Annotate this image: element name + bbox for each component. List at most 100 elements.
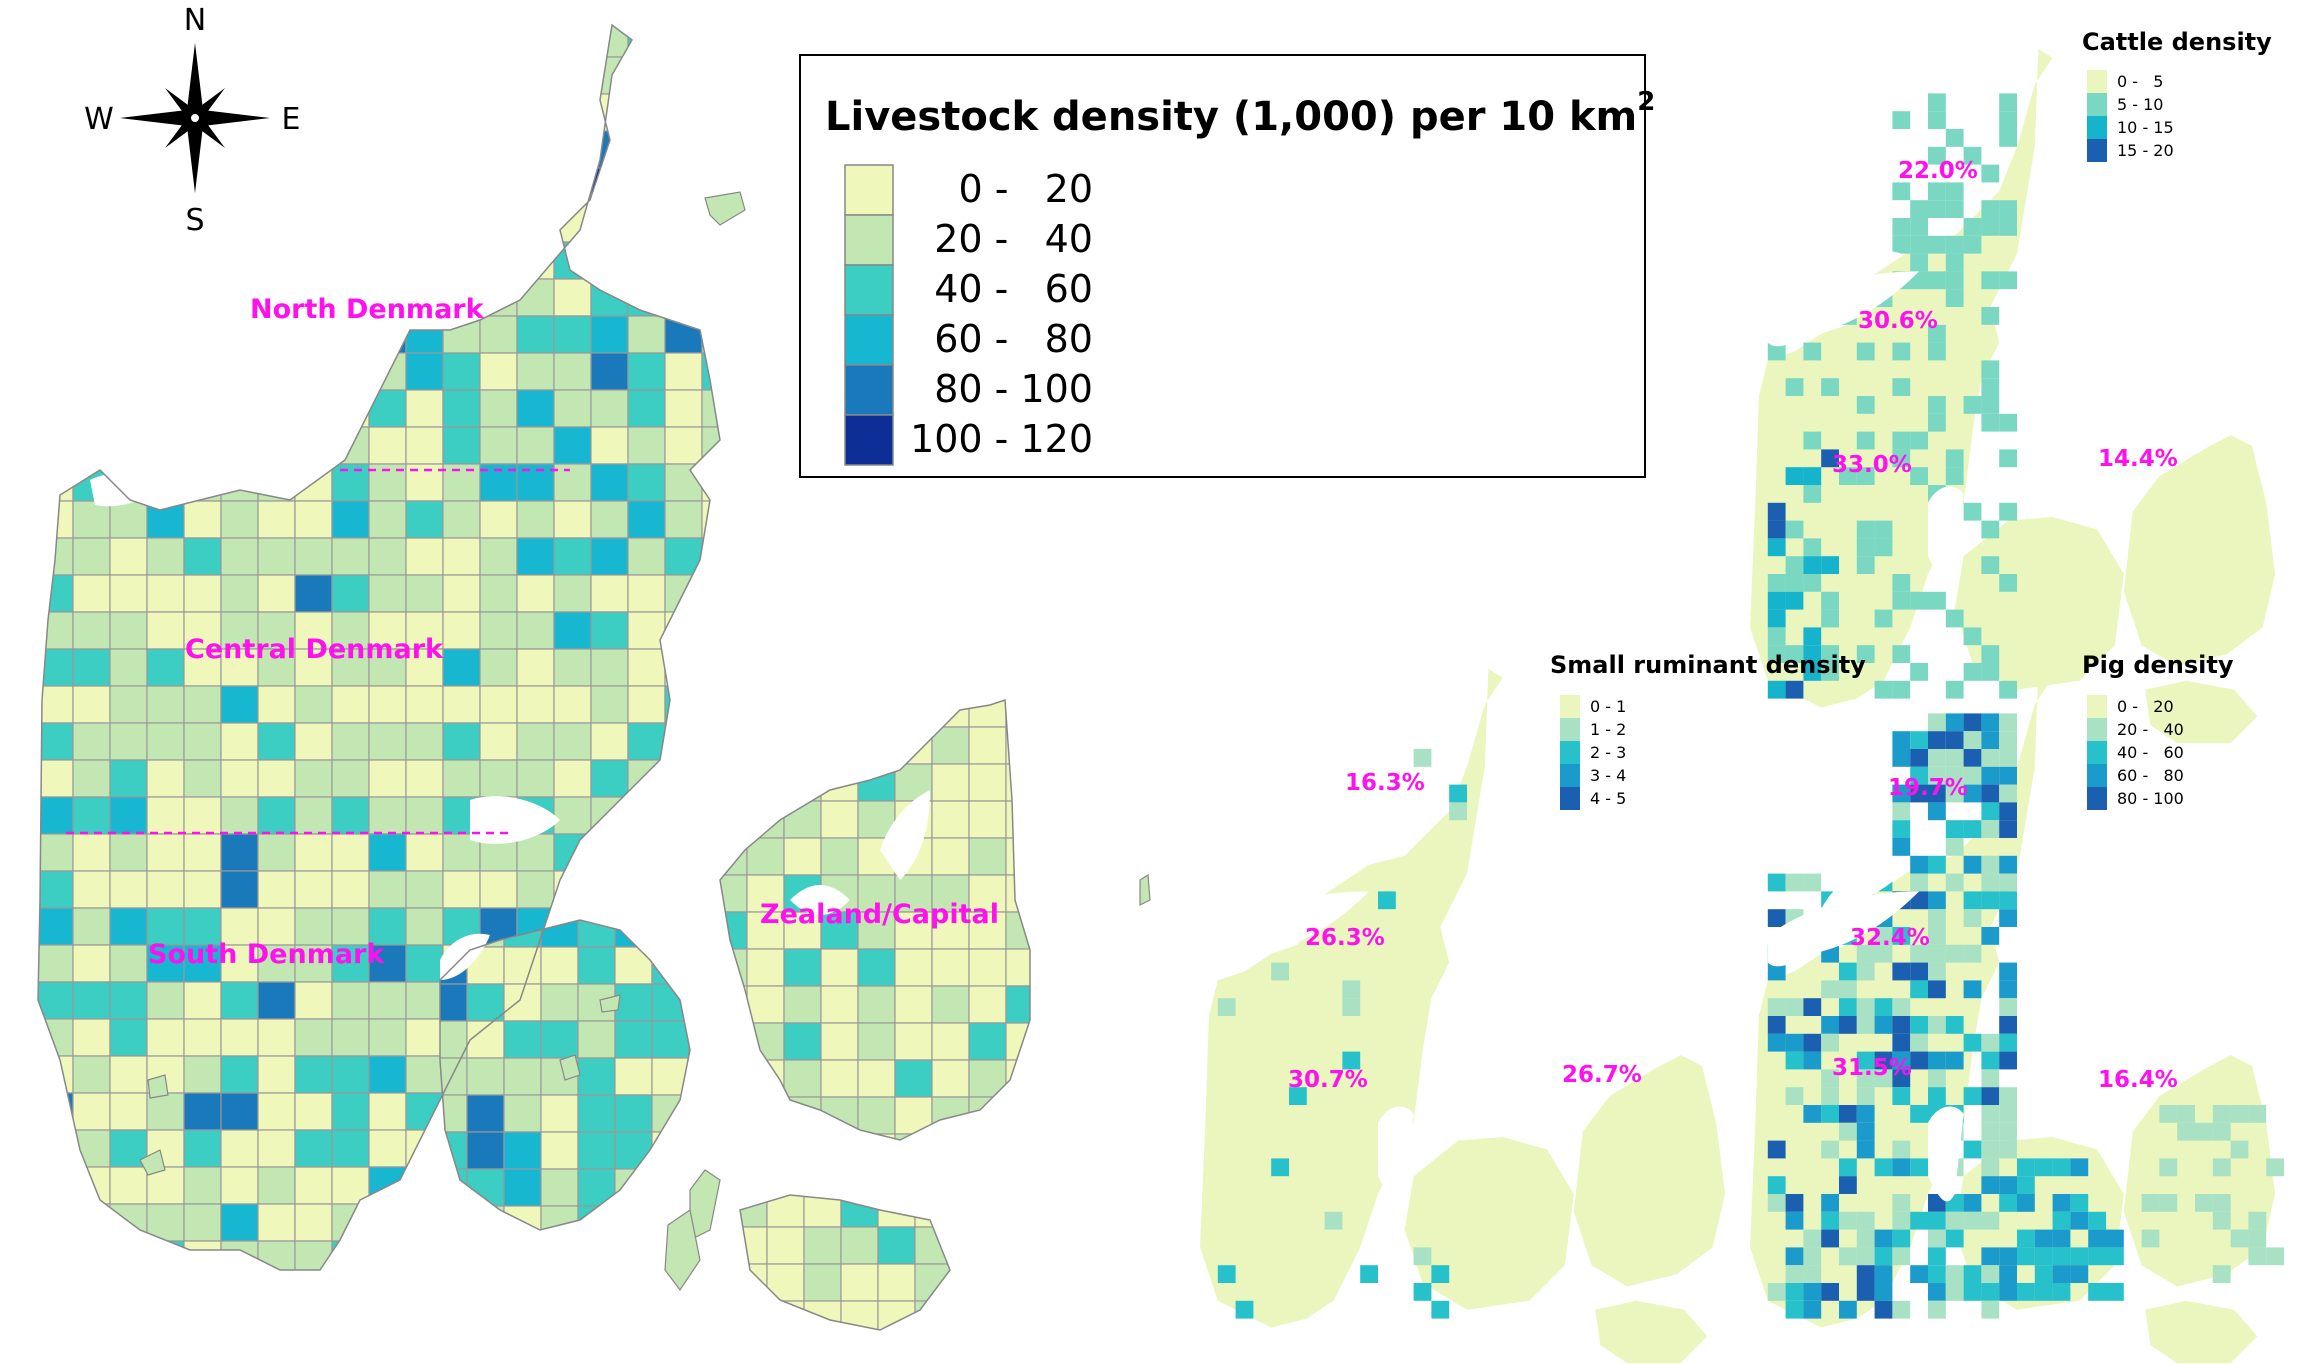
density-cell <box>590 611 629 650</box>
mini-density-cell <box>1928 962 1946 981</box>
density-cell <box>72 25 111 58</box>
mini-density-cell <box>1821 1229 1839 1248</box>
density-cell <box>183 574 222 613</box>
density-cell <box>257 722 296 761</box>
density-cell <box>590 759 629 798</box>
density-cell <box>577 946 616 985</box>
mini-density-cell <box>1981 218 2000 236</box>
mini-density-cell <box>1767 574 1786 592</box>
mini-density-cell <box>2248 1247 2267 1266</box>
mini-density-cell <box>1856 1016 1875 1034</box>
small-ruminant-percentages: 16.3% 26.3% 30.7% 26.7% <box>1288 770 1642 1093</box>
mini-density-cell <box>1431 1265 1450 1283</box>
density-cell <box>331 1129 370 1168</box>
mini-density-cell <box>1821 1033 1839 1052</box>
density-cell <box>503 983 542 1022</box>
density-cell <box>577 1094 616 1133</box>
small-pct-north: 16.3% <box>1345 770 1425 796</box>
mini-density-cell <box>1963 235 1982 254</box>
mini-density-cell <box>1945 289 1964 307</box>
mini-density-cell <box>2070 1211 2089 1230</box>
density-cell <box>442 130 481 169</box>
density-cell <box>688 983 690 1022</box>
mini-density-cell <box>1928 1300 1946 1319</box>
mini-density-cell <box>1803 538 1822 557</box>
mini-density-cell <box>1892 802 1911 821</box>
density-cell <box>146 648 185 687</box>
mini-density-cell <box>1945 467 1964 485</box>
density-cell <box>405 93 444 132</box>
density-cell <box>803 1300 842 1330</box>
mini-density-cell <box>1821 980 1839 999</box>
mini-density-cell <box>1999 766 2017 785</box>
density-cell <box>720 874 748 913</box>
density-cell <box>516 130 555 169</box>
density-cell <box>38 204 74 243</box>
density-cell <box>331 500 370 539</box>
mini-density-cell <box>1342 998 1361 1016</box>
density-cell <box>1005 837 1030 876</box>
density-cell <box>503 1094 542 1133</box>
density-cell <box>968 1059 1007 1098</box>
density-cell <box>739 1130 776 1167</box>
mini-density-cell <box>1963 1194 1982 1212</box>
density-cell <box>442 722 481 761</box>
density-cell <box>368 759 407 798</box>
density-cell <box>183 1166 222 1205</box>
density-cell <box>931 763 970 802</box>
density-cell <box>516 537 555 576</box>
mini-density-cell <box>1981 1051 2000 1070</box>
mini-density-cell <box>1803 574 1822 592</box>
density-cell <box>331 648 370 687</box>
density-cell <box>820 1133 859 1140</box>
compass-west-label: W <box>84 102 114 137</box>
density-cell <box>614 1205 653 1230</box>
legend-class-label: 20 - 40 <box>934 217 1093 261</box>
mini-density-cell <box>2106 1283 2124 1301</box>
mini-density-cell <box>1981 1069 2000 1088</box>
mini-density-cell <box>1767 627 1786 646</box>
density-cell <box>183 56 222 95</box>
mini-density-cell <box>1963 766 1982 785</box>
density-cell <box>331 352 370 391</box>
mini-density-cell <box>2230 1140 2249 1159</box>
density-cell <box>746 874 785 913</box>
density-cell <box>627 537 666 576</box>
density-cell <box>146 352 185 391</box>
mini-density-cell <box>1785 1211 1804 1230</box>
density-cell <box>294 56 333 95</box>
density-cell <box>442 500 481 539</box>
density-cell <box>783 1059 822 1098</box>
mini-density-cell <box>1945 1051 1964 1070</box>
density-cell <box>109 352 148 391</box>
density-cell <box>590 870 629 909</box>
density-cell <box>405 130 444 169</box>
density-cell <box>109 611 148 650</box>
density-cell <box>72 648 111 687</box>
mini-density-cell <box>1928 396 1946 414</box>
density-cell <box>294 833 333 872</box>
mini-density-cell <box>1963 663 1982 681</box>
density-cell <box>331 130 370 169</box>
mini-legend-label: 20 - 40 <box>2117 720 2184 739</box>
density-cell <box>109 278 148 317</box>
density-cell <box>740 1300 768 1330</box>
density-cell <box>183 685 222 724</box>
density-cell <box>746 700 785 728</box>
density-cell <box>368 500 407 539</box>
mini-density-cell <box>1289 1087 1307 1105</box>
mini-density-cell <box>1821 663 1839 681</box>
legend-class-label: 80 - 100 <box>934 367 1093 411</box>
mini-density-cell <box>1856 998 1875 1016</box>
density-cell <box>220 981 259 1020</box>
density-cell <box>820 837 859 876</box>
density-cell <box>590 500 629 539</box>
density-cell <box>331 1055 370 1094</box>
density-cell <box>627 241 666 280</box>
mini-density-cell <box>1271 962 1289 981</box>
density-cell <box>257 1166 296 1205</box>
mini-density-cell <box>1963 713 1982 732</box>
density-cell <box>479 1240 518 1270</box>
density-cell <box>701 25 720 58</box>
density-cell <box>109 1055 148 1094</box>
